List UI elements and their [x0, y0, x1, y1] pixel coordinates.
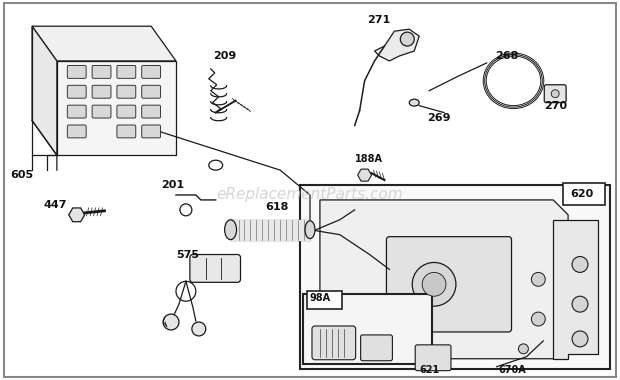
FancyBboxPatch shape [68, 85, 86, 98]
Polygon shape [69, 208, 85, 222]
FancyBboxPatch shape [142, 85, 161, 98]
Text: 209: 209 [213, 51, 236, 61]
Circle shape [551, 90, 559, 98]
Bar [563, 183, 605, 205]
Text: eReplacementParts.com: eReplacementParts.com [216, 187, 404, 203]
FancyBboxPatch shape [92, 105, 111, 118]
Polygon shape [32, 26, 176, 61]
Polygon shape [374, 29, 419, 61]
Circle shape [572, 256, 588, 272]
FancyBboxPatch shape [312, 326, 356, 360]
FancyBboxPatch shape [361, 335, 392, 361]
Bar [300, 185, 610, 369]
Circle shape [192, 322, 206, 336]
Circle shape [531, 272, 545, 286]
Text: 188A: 188A [355, 154, 383, 164]
FancyBboxPatch shape [68, 105, 86, 118]
FancyBboxPatch shape [92, 65, 111, 78]
Bar [303, 294, 432, 364]
Text: 620: 620 [570, 189, 593, 199]
Circle shape [572, 331, 588, 347]
Circle shape [531, 312, 545, 326]
Polygon shape [57, 61, 176, 155]
FancyBboxPatch shape [190, 255, 241, 282]
Text: 271: 271 [368, 15, 391, 25]
FancyBboxPatch shape [142, 105, 161, 118]
FancyBboxPatch shape [92, 85, 111, 98]
Circle shape [401, 32, 414, 46]
Bar [307, 291, 342, 309]
FancyBboxPatch shape [117, 85, 136, 98]
Text: 618: 618 [265, 202, 289, 212]
FancyBboxPatch shape [68, 65, 86, 78]
FancyBboxPatch shape [68, 125, 86, 138]
Text: 269: 269 [427, 112, 451, 122]
Ellipse shape [305, 221, 315, 239]
Circle shape [518, 344, 528, 354]
Text: 605: 605 [10, 170, 33, 180]
FancyBboxPatch shape [142, 65, 161, 78]
Polygon shape [320, 200, 568, 359]
Text: 268: 268 [495, 51, 518, 61]
FancyBboxPatch shape [117, 105, 136, 118]
Text: 201: 201 [161, 180, 184, 190]
Polygon shape [553, 220, 598, 359]
Polygon shape [231, 220, 310, 240]
Circle shape [572, 296, 588, 312]
FancyBboxPatch shape [544, 85, 566, 103]
Circle shape [163, 314, 179, 330]
FancyBboxPatch shape [142, 125, 161, 138]
Circle shape [422, 272, 446, 296]
Text: 98A: 98A [310, 293, 331, 303]
Circle shape [412, 263, 456, 306]
Circle shape [365, 349, 374, 359]
Text: 621: 621 [419, 365, 440, 375]
Polygon shape [358, 169, 371, 181]
Circle shape [353, 303, 366, 315]
FancyBboxPatch shape [386, 237, 512, 332]
FancyBboxPatch shape [415, 345, 451, 370]
Circle shape [337, 331, 353, 347]
Text: 575: 575 [176, 250, 199, 260]
Text: 270: 270 [544, 101, 567, 111]
Ellipse shape [224, 220, 237, 240]
Text: 670A: 670A [498, 365, 526, 375]
Polygon shape [32, 26, 57, 155]
FancyBboxPatch shape [117, 65, 136, 78]
Ellipse shape [409, 99, 419, 106]
Text: 447: 447 [44, 200, 68, 210]
FancyBboxPatch shape [117, 125, 136, 138]
